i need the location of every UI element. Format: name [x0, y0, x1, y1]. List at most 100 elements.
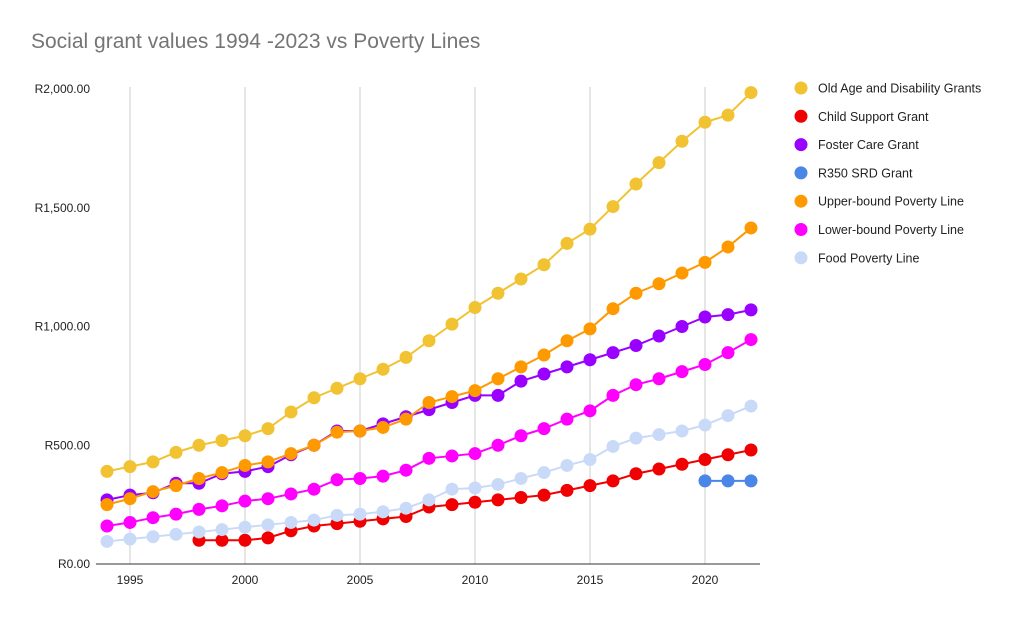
data-point[interactable]	[560, 360, 574, 374]
data-point[interactable]	[123, 460, 137, 474]
data-point[interactable]	[537, 258, 551, 272]
data-point[interactable]	[238, 458, 252, 472]
data-point[interactable]	[560, 334, 574, 348]
data-point[interactable]	[192, 502, 206, 516]
data-point[interactable]	[675, 457, 689, 471]
data-point[interactable]	[583, 453, 597, 466]
data-point[interactable]	[675, 134, 689, 148]
data-point[interactable]	[468, 495, 482, 509]
data-point[interactable]	[261, 518, 275, 532]
data-point[interactable]	[192, 472, 206, 485]
data-point[interactable]	[491, 388, 505, 402]
data-point[interactable]	[514, 491, 528, 504]
data-point[interactable]	[422, 396, 436, 409]
data-point[interactable]	[514, 429, 528, 443]
data-point[interactable]	[629, 177, 643, 191]
data-point[interactable]	[514, 272, 528, 286]
data-point[interactable]	[514, 374, 528, 388]
data-point[interactable]	[307, 482, 321, 496]
data-point[interactable]	[445, 449, 459, 463]
data-point[interactable]	[284, 515, 298, 529]
data-point[interactable]	[698, 453, 712, 466]
data-point[interactable]	[330, 473, 344, 487]
data-point[interactable]	[238, 533, 252, 547]
data-point[interactable]	[215, 466, 229, 480]
data-point[interactable]	[560, 458, 574, 472]
legend-item[interactable]: Child Support Grant	[794, 109, 930, 124]
data-point[interactable]	[238, 429, 252, 443]
data-point[interactable]	[307, 391, 321, 405]
data-point[interactable]	[238, 494, 252, 508]
data-point[interactable]	[169, 527, 183, 541]
data-point[interactable]	[721, 308, 735, 322]
data-point[interactable]	[652, 277, 666, 291]
data-point[interactable]	[537, 466, 551, 480]
data-point[interactable]	[606, 200, 620, 214]
data-point[interactable]	[675, 320, 689, 333]
data-point[interactable]	[675, 424, 689, 438]
data-point[interactable]	[445, 390, 459, 404]
data-point[interactable]	[215, 523, 229, 537]
data-point[interactable]	[606, 474, 620, 488]
data-point[interactable]	[422, 493, 436, 507]
data-point[interactable]	[123, 492, 137, 506]
data-point[interactable]	[376, 505, 390, 519]
data-point[interactable]	[146, 455, 160, 469]
data-point[interactable]	[606, 346, 620, 360]
data-point[interactable]	[629, 467, 643, 481]
legend-item[interactable]: Foster Care Grant	[794, 138, 920, 152]
data-point[interactable]	[491, 493, 505, 507]
data-point[interactable]	[376, 420, 390, 434]
data-point[interactable]	[606, 388, 620, 402]
data-point[interactable]	[560, 236, 574, 250]
data-point[interactable]	[468, 447, 482, 461]
data-point[interactable]	[629, 286, 643, 300]
data-point[interactable]	[261, 422, 275, 436]
data-point[interactable]	[353, 507, 367, 521]
data-point[interactable]	[353, 472, 367, 485]
data-point[interactable]	[146, 530, 160, 544]
data-point[interactable]	[192, 525, 206, 539]
data-point[interactable]	[422, 334, 436, 348]
data-point[interactable]	[652, 156, 666, 170]
data-point[interactable]	[744, 221, 758, 235]
legend-item[interactable]: Food Poverty Line	[794, 251, 920, 265]
data-point[interactable]	[215, 434, 229, 447]
data-point[interactable]	[307, 438, 321, 452]
data-point[interactable]	[698, 310, 712, 324]
data-point[interactable]	[491, 372, 505, 386]
data-point[interactable]	[100, 498, 114, 512]
data-point[interactable]	[261, 492, 275, 506]
data-point[interactable]	[537, 348, 551, 362]
data-point[interactable]	[468, 301, 482, 314]
data-point[interactable]	[721, 240, 735, 254]
data-point[interactable]	[744, 399, 758, 413]
data-point[interactable]	[445, 498, 459, 512]
data-point[interactable]	[721, 108, 735, 122]
data-point[interactable]	[675, 365, 689, 379]
data-point[interactable]	[744, 443, 758, 457]
data-point[interactable]	[537, 422, 551, 436]
data-point[interactable]	[629, 378, 643, 392]
data-point[interactable]	[100, 464, 114, 478]
data-point[interactable]	[169, 507, 183, 521]
data-point[interactable]	[353, 372, 367, 386]
data-point[interactable]	[583, 479, 597, 493]
data-point[interactable]	[422, 451, 436, 465]
data-point[interactable]	[698, 255, 712, 269]
data-point[interactable]	[698, 474, 712, 488]
data-point[interactable]	[652, 372, 666, 386]
data-point[interactable]	[629, 339, 643, 352]
data-point[interactable]	[514, 472, 528, 485]
data-point[interactable]	[652, 329, 666, 343]
legend-item[interactable]: Lower-bound Poverty Line	[794, 223, 964, 237]
data-point[interactable]	[468, 481, 482, 495]
data-point[interactable]	[353, 424, 367, 438]
data-point[interactable]	[238, 520, 252, 534]
data-point[interactable]	[100, 519, 114, 533]
data-point[interactable]	[192, 438, 206, 452]
data-point[interactable]	[721, 448, 735, 462]
data-point[interactable]	[399, 501, 413, 515]
data-point[interactable]	[330, 508, 344, 522]
data-point[interactable]	[215, 499, 229, 513]
